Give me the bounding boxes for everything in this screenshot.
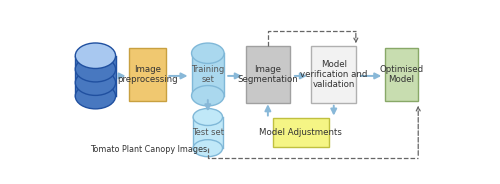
Bar [76, 83, 116, 96]
FancyBboxPatch shape [272, 118, 329, 147]
FancyBboxPatch shape [385, 48, 418, 101]
FancyBboxPatch shape [246, 46, 290, 103]
Ellipse shape [76, 43, 116, 68]
FancyBboxPatch shape [130, 48, 166, 101]
Ellipse shape [76, 70, 116, 95]
Bar [192, 53, 224, 96]
Text: Image
Segmentation: Image Segmentation [238, 65, 298, 84]
Ellipse shape [193, 140, 222, 157]
Ellipse shape [76, 83, 116, 109]
Bar [193, 117, 222, 148]
Ellipse shape [192, 43, 224, 63]
Text: Image
preprocessing: Image preprocessing [118, 65, 178, 84]
FancyBboxPatch shape [312, 46, 356, 103]
Text: Test set: Test set [192, 128, 224, 137]
Text: Model
verification and
validation: Model verification and validation [300, 60, 368, 89]
Text: Tomato Plant Canopy Images: Tomato Plant Canopy Images [90, 145, 207, 154]
Ellipse shape [192, 86, 224, 106]
Text: Model Adjustments: Model Adjustments [260, 128, 342, 137]
Bar [76, 56, 116, 69]
Text: Training
set: Training set [191, 65, 224, 84]
Ellipse shape [76, 56, 116, 82]
Ellipse shape [193, 109, 222, 125]
Bar [76, 69, 116, 83]
Text: Optimised
Model: Optimised Model [380, 65, 424, 84]
